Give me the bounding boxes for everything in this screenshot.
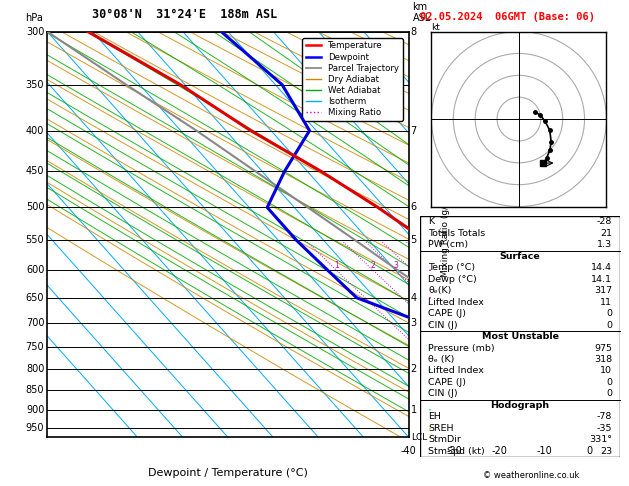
Text: CIN (J): CIN (J): [428, 389, 458, 399]
Text: Mixing Ratio (g/kg): Mixing Ratio (g/kg): [440, 191, 450, 278]
Text: Dewpoint / Temperature (°C): Dewpoint / Temperature (°C): [148, 468, 308, 478]
Text: 14.1: 14.1: [591, 275, 612, 284]
Text: CAPE (J): CAPE (J): [428, 378, 466, 387]
Text: 11: 11: [600, 298, 612, 307]
Text: Pressure (mb): Pressure (mb): [428, 344, 495, 352]
Text: EH: EH: [428, 412, 441, 421]
Text: © weatheronline.co.uk: © weatheronline.co.uk: [483, 471, 580, 480]
Text: 0: 0: [587, 446, 593, 456]
Text: 900: 900: [26, 405, 44, 415]
Text: Hodograph: Hodograph: [491, 401, 550, 410]
Text: 0: 0: [606, 389, 612, 399]
Text: hPa: hPa: [25, 14, 43, 23]
Text: 331°: 331°: [589, 435, 612, 444]
Text: 0: 0: [606, 321, 612, 330]
Text: 2: 2: [370, 261, 376, 270]
Text: 21: 21: [600, 229, 612, 238]
Text: 1: 1: [334, 261, 339, 270]
Text: Temp (°C): Temp (°C): [428, 263, 476, 272]
Text: 1.3: 1.3: [597, 241, 612, 249]
Text: SREH: SREH: [428, 424, 454, 433]
Text: 300: 300: [26, 27, 44, 36]
Text: 400: 400: [26, 126, 44, 136]
Text: 950: 950: [26, 423, 44, 434]
Text: 8: 8: [411, 27, 417, 36]
Text: -35: -35: [597, 424, 612, 433]
Text: 850: 850: [26, 385, 44, 395]
Text: 600: 600: [26, 265, 44, 275]
Text: 5: 5: [411, 235, 417, 245]
Text: -10: -10: [537, 446, 552, 456]
Text: Dewp (°C): Dewp (°C): [428, 275, 477, 284]
Text: 7: 7: [411, 126, 417, 136]
Text: 2: 2: [411, 364, 417, 374]
Text: 700: 700: [26, 318, 44, 329]
Text: 500: 500: [26, 203, 44, 212]
Text: 02.05.2024  06GMT (Base: 06): 02.05.2024 06GMT (Base: 06): [420, 12, 595, 22]
Text: Totals Totals: Totals Totals: [428, 229, 486, 238]
Text: 30°08'N  31°24'E  188m ASL: 30°08'N 31°24'E 188m ASL: [92, 8, 277, 21]
Text: -30: -30: [446, 446, 462, 456]
Text: LCL: LCL: [411, 433, 427, 442]
Text: 450: 450: [26, 166, 44, 176]
Text: 14.4: 14.4: [591, 263, 612, 272]
Text: -40: -40: [401, 446, 417, 456]
Text: StmSpd (kt): StmSpd (kt): [428, 447, 485, 455]
Text: 318: 318: [594, 355, 612, 364]
Text: 550: 550: [26, 235, 44, 245]
Text: θₑ(K): θₑ(K): [428, 286, 452, 295]
Text: StmDir: StmDir: [428, 435, 461, 444]
Text: 10: 10: [600, 366, 612, 375]
Text: Most Unstable: Most Unstable: [482, 332, 559, 341]
Text: 4: 4: [411, 293, 417, 303]
Text: 317: 317: [594, 286, 612, 295]
Text: 750: 750: [26, 342, 44, 352]
Text: 3: 3: [411, 318, 417, 329]
Text: 975: 975: [594, 344, 612, 352]
Text: 6: 6: [411, 203, 417, 212]
Text: 650: 650: [26, 293, 44, 303]
Text: K: K: [428, 218, 434, 226]
Text: 3: 3: [393, 261, 398, 270]
Text: km
ASL: km ASL: [413, 2, 431, 23]
Text: Lifted Index: Lifted Index: [428, 366, 484, 375]
Text: -20: -20: [491, 446, 507, 456]
Text: -28: -28: [597, 218, 612, 226]
Text: 0: 0: [606, 378, 612, 387]
Text: 1: 1: [411, 405, 417, 415]
Text: 0: 0: [606, 309, 612, 318]
Text: 800: 800: [26, 364, 44, 374]
Text: CIN (J): CIN (J): [428, 321, 458, 330]
Text: 23: 23: [600, 447, 612, 455]
Text: kt: kt: [431, 22, 440, 32]
Text: θₑ (K): θₑ (K): [428, 355, 455, 364]
Text: -78: -78: [597, 412, 612, 421]
Text: PW (cm): PW (cm): [428, 241, 469, 249]
Text: Lifted Index: Lifted Index: [428, 298, 484, 307]
Legend: Temperature, Dewpoint, Parcel Trajectory, Dry Adiabat, Wet Adiabat, Isotherm, Mi: Temperature, Dewpoint, Parcel Trajectory…: [303, 38, 403, 121]
Text: Surface: Surface: [500, 252, 540, 261]
Text: CAPE (J): CAPE (J): [428, 309, 466, 318]
Text: 350: 350: [26, 80, 44, 89]
